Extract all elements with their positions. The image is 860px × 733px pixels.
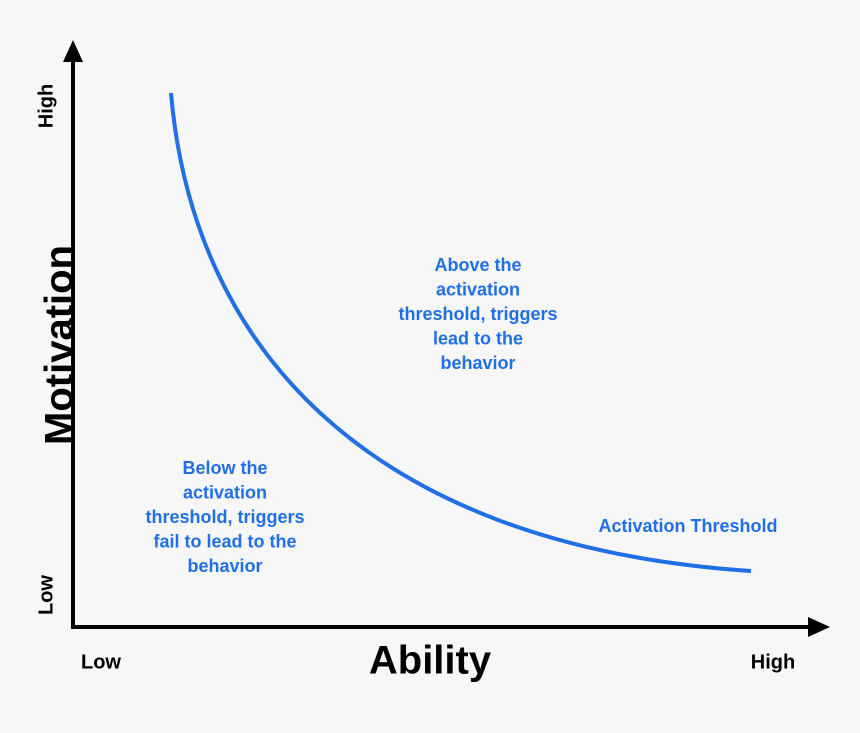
x-low-label: Low: [81, 651, 121, 673]
x-axis-label: Ability: [369, 639, 492, 683]
annotation-line: activation: [183, 482, 267, 502]
x-arrow: [808, 617, 830, 637]
threshold-curve: [169, 92, 752, 573]
curve-label: Activation Threshold: [598, 516, 777, 536]
annotation-line: threshold, triggers: [145, 507, 304, 527]
annotation-line: fail to lead to the: [153, 531, 296, 551]
annotation-line: behavior: [187, 556, 262, 576]
annotation-line: threshold, triggers: [398, 304, 557, 324]
annotation-line: behavior: [440, 353, 515, 373]
annotation-line: Above the: [434, 255, 521, 275]
y-high-label: High: [35, 84, 57, 128]
annotation-line: activation: [436, 279, 520, 299]
above-annotation: Above the activation threshold, triggers le…: [398, 255, 557, 373]
y-arrow: [63, 40, 83, 62]
annotation-line: Below the: [182, 458, 267, 478]
y-low-label: Low: [35, 575, 57, 615]
y-axis-label: Motivation: [38, 245, 82, 445]
below-annotation: Below the activation threshold, triggers fa…: [145, 458, 304, 576]
x-high-label: High: [751, 651, 795, 673]
annotation-line: lead to the: [433, 328, 523, 348]
